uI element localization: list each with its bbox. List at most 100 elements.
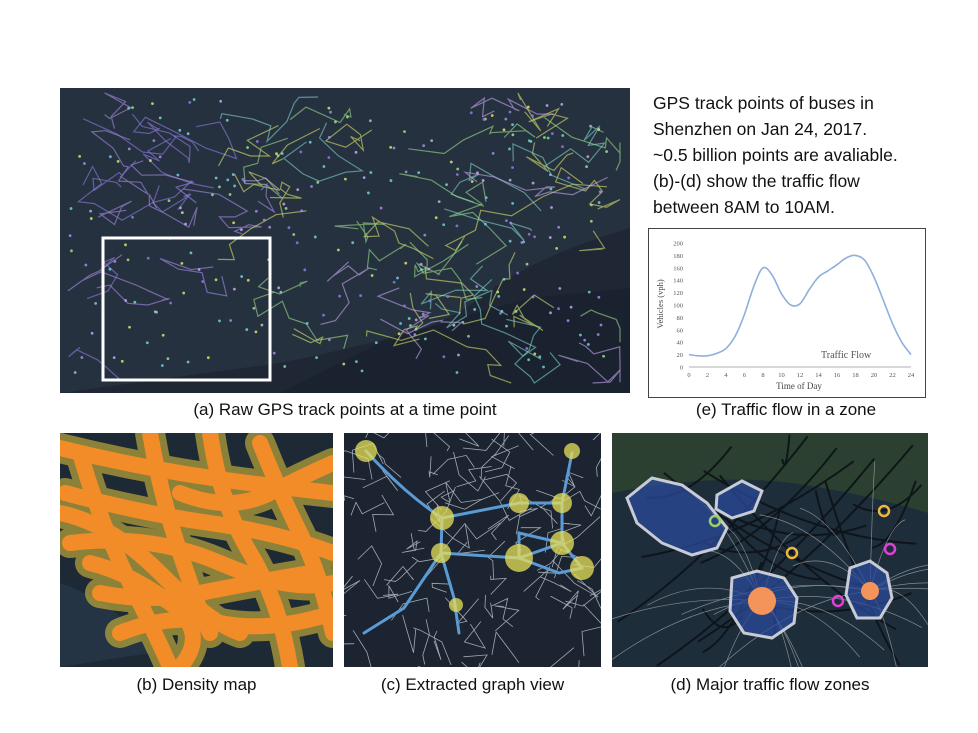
- gps-point: [586, 343, 590, 346]
- gps-point: [89, 217, 93, 220]
- road-segment: [565, 471, 584, 487]
- gps-point: [389, 179, 393, 182]
- gps-point: [327, 135, 331, 139]
- gps-point: [421, 312, 425, 316]
- gps-point: [231, 173, 235, 176]
- gps-point: [254, 209, 258, 213]
- description-line: GPS track points of buses in: [653, 93, 874, 113]
- gps-point: [211, 193, 214, 197]
- gps-point: [473, 308, 477, 311]
- gps-point: [508, 147, 511, 151]
- gps-point: [327, 106, 331, 110]
- x-tick-label: 4: [724, 372, 728, 379]
- road-segment: [456, 541, 486, 555]
- gps-point: [417, 171, 421, 175]
- gps-point: [169, 301, 173, 305]
- gps-point: [423, 233, 427, 237]
- gps-point: [446, 295, 450, 298]
- gps-point: [369, 171, 373, 174]
- panel-a-raw-gps-map: [60, 88, 630, 393]
- y-tick-label: 200: [673, 241, 683, 248]
- gps-point: [166, 357, 170, 360]
- gps-track: [282, 122, 365, 182]
- road-segment: [456, 466, 492, 488]
- x-tick-label: 18: [852, 372, 859, 379]
- gps-point: [589, 124, 592, 128]
- gps-point: [563, 235, 567, 239]
- x-tick-label: 22: [889, 372, 896, 379]
- gps-point: [407, 317, 411, 320]
- description-line: ~0.5 billion points are avaliable.: [653, 145, 898, 165]
- gps-track: [470, 96, 554, 118]
- gps-point: [336, 248, 340, 252]
- gps-point: [430, 139, 434, 143]
- road: [852, 484, 923, 512]
- gps-point: [90, 331, 94, 335]
- gps-track: [271, 127, 321, 165]
- gps-point: [300, 209, 304, 213]
- gps-track: [580, 309, 621, 343]
- gps-point: [180, 262, 184, 265]
- gps-point: [232, 287, 236, 291]
- gps-point: [511, 201, 515, 205]
- chart-legend: Traffic Flow: [821, 350, 872, 361]
- gps-point: [186, 360, 190, 364]
- gps-track: [131, 113, 191, 163]
- x-tick-label: 0: [687, 372, 690, 379]
- road-segment: [483, 473, 518, 502]
- gps-point: [127, 147, 131, 151]
- road-segment: [487, 540, 506, 580]
- flow-marker: [877, 504, 891, 518]
- flow-marker: [785, 546, 799, 560]
- road-segment: [491, 597, 514, 628]
- road-segment: [581, 604, 601, 657]
- graph-node: [570, 556, 594, 580]
- gps-point: [277, 286, 281, 290]
- gps-track: [450, 162, 542, 212]
- gps-point: [533, 235, 537, 239]
- gps-point: [246, 278, 250, 282]
- gps-point: [313, 235, 317, 239]
- gps-point: [455, 224, 459, 228]
- gps-track: [579, 230, 606, 252]
- gps-track: [219, 96, 319, 144]
- gps-point: [131, 106, 134, 110]
- road: [781, 434, 791, 466]
- gps-track: [380, 318, 463, 335]
- gps-point: [546, 136, 550, 140]
- caption-b: (b) Density map: [136, 675, 257, 694]
- gps-track: [424, 266, 475, 315]
- gps-point: [145, 341, 149, 345]
- gps-point: [69, 207, 73, 210]
- gps-point: [334, 120, 337, 124]
- gps-point: [427, 267, 431, 271]
- road-segment: [428, 456, 438, 478]
- gps-point: [370, 274, 374, 277]
- gps-point: [533, 352, 537, 356]
- gps-point: [589, 203, 593, 207]
- gps-point: [113, 260, 117, 263]
- chart-y-axis-label: Vehicles (vph): [655, 279, 665, 329]
- gps-point: [516, 271, 520, 275]
- zoom-region-box: [101, 236, 272, 382]
- gps-point: [525, 262, 529, 266]
- gps-track: [104, 92, 133, 129]
- gps-point: [84, 263, 88, 267]
- road-segment: [352, 630, 372, 667]
- gps-point: [542, 365, 545, 369]
- gps-point: [560, 103, 564, 106]
- gps-track: [376, 287, 432, 360]
- road-segment: [536, 479, 576, 500]
- gps-track: [511, 294, 555, 332]
- gps-track: [132, 116, 238, 160]
- flow-marker: [708, 514, 722, 528]
- gps-point: [124, 243, 127, 247]
- gps-point: [476, 171, 479, 175]
- gps-point: [455, 173, 459, 176]
- gps-point: [218, 185, 221, 189]
- graph-node: [564, 443, 580, 459]
- gps-point: [189, 251, 193, 255]
- gps-point: [424, 337, 427, 341]
- gps-point: [379, 206, 383, 210]
- gps-point: [245, 328, 249, 331]
